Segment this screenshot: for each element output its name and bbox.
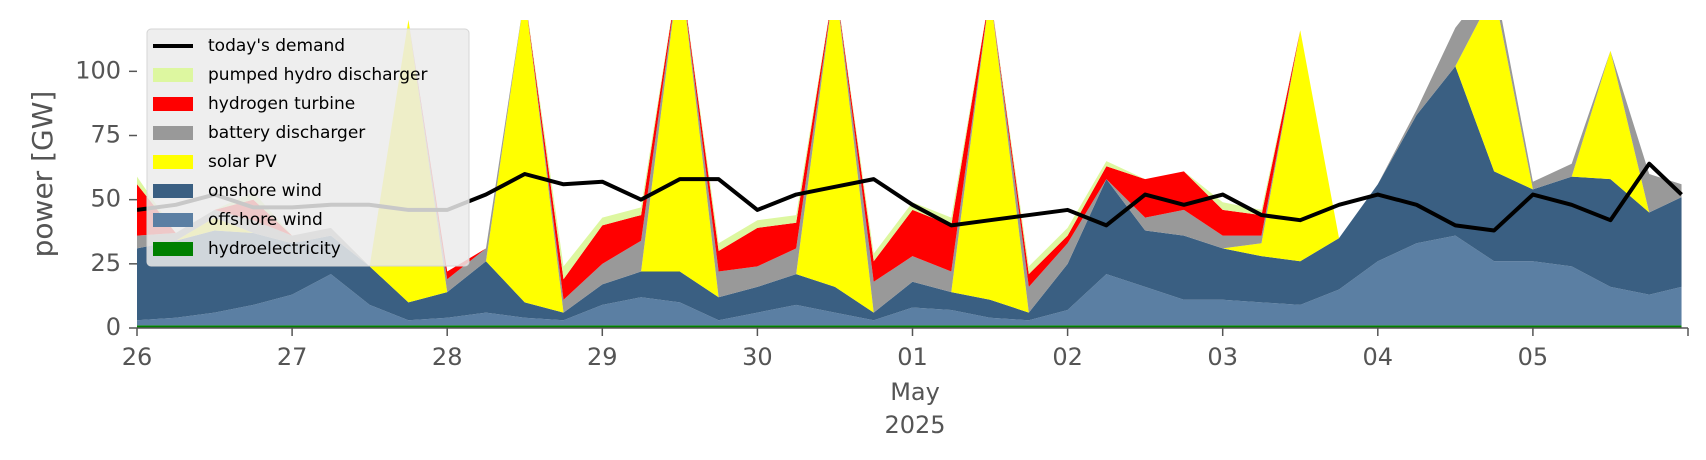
stacked-areas (137, 20, 1682, 328)
legend-label-pumped-hydro-discharger: pumped hydro discharger (208, 65, 427, 85)
area-onshore-wind (137, 66, 1682, 321)
area-hydrogen-turbine (137, 20, 1682, 300)
y-axis-title: power [GW] (26, 91, 59, 258)
legend-swatch-hydroelectricity (153, 242, 193, 256)
x-tick-label: 26 (122, 343, 153, 371)
x-tick-label: 01 (897, 343, 928, 371)
legend-swatch-solar-pv (153, 155, 193, 169)
x-tick-label: 03 (1207, 343, 1238, 371)
area-solar-pv (137, 20, 1682, 313)
x-axis-month: May (890, 378, 940, 406)
legend-label-onshore-wind: onshore wind (208, 181, 322, 201)
legend-swatch-offshore-wind (153, 213, 193, 227)
legend-swatch-hydrogen-turbine (153, 97, 193, 111)
y-tick-label: 50 (90, 185, 121, 213)
legend-label-solar-pv: solar PV (208, 152, 277, 172)
x-axis-year: 2025 (884, 411, 945, 439)
legend-label-today-s-demand: today's demand (208, 36, 345, 56)
x-tick-label: 29 (587, 343, 618, 371)
area-offshore-wind (137, 235, 1682, 326)
axes: 0 25 50 75 100 26 27 28 29 30 01 02 03 04 05 (75, 56, 1689, 371)
x-tick-label: 28 (432, 343, 463, 371)
x-tick-label: 02 (1052, 343, 1083, 371)
y-tick-label: 0 (106, 313, 121, 341)
legend-box (146, 28, 470, 267)
y-tick-label: 100 (75, 56, 121, 84)
legend-label-offshore-wind: offshore wind (208, 210, 323, 230)
legend-label-hydroelectricity: hydroelectricity (208, 239, 341, 259)
legend-swatch-onshore-wind (153, 184, 193, 198)
legend: today's demand pumped hydro discharger hyd… (146, 28, 470, 267)
x-tick-label: 05 (1518, 343, 1549, 371)
x-tick-label: 30 (742, 343, 773, 371)
legend-label-hydrogen-turbine: hydrogen turbine (208, 94, 355, 114)
y-tick-label: 75 (90, 121, 121, 149)
x-tick-label: 04 (1363, 343, 1394, 371)
legend-label-battery-discharger: battery discharger (208, 123, 365, 143)
legend-swatch-battery-discharger (153, 126, 193, 140)
y-tick-label: 25 (90, 249, 121, 277)
x-tick-label: 27 (277, 343, 308, 371)
legend-swatch-pumped-hydro-discharger (153, 68, 193, 82)
